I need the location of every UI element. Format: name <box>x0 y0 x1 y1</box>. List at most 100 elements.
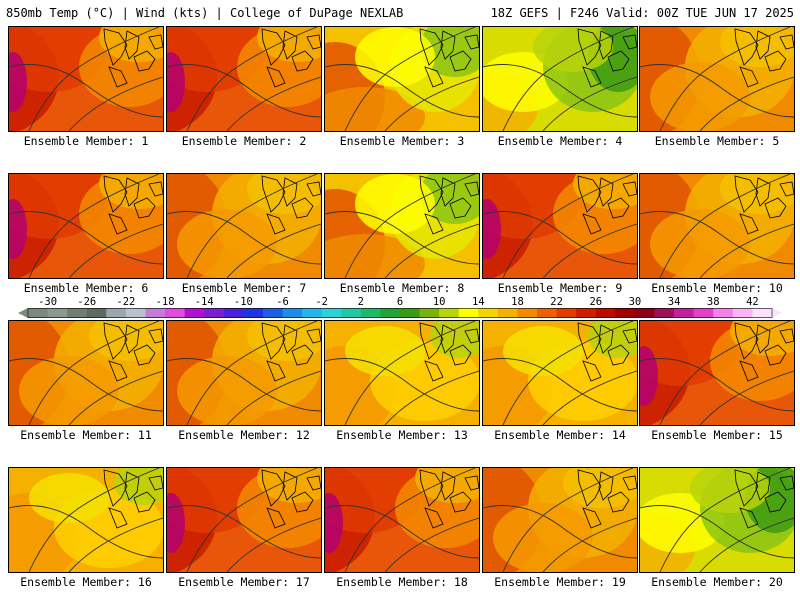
coastline <box>261 322 286 360</box>
temperature-region <box>355 27 435 87</box>
height-contour <box>542 517 637 572</box>
height-contour <box>167 64 321 118</box>
ensemble-map-panel <box>482 320 638 426</box>
coastline <box>449 491 472 513</box>
height-contour <box>28 174 160 278</box>
height-contour <box>28 27 160 131</box>
ensemble-member-label: Ensemble Member: 1 <box>23 134 149 148</box>
colorbar-tick-label: 38 <box>706 296 720 308</box>
ensemble-member-label: Ensemble Member: 17 <box>178 575 310 589</box>
temperature-map <box>325 468 479 572</box>
colorbar-swatch <box>674 308 695 318</box>
coastline <box>306 328 321 344</box>
coastline <box>577 322 602 360</box>
map-title: 850mb Temp (°C) | Wind (kts) | College o… <box>6 6 404 20</box>
height-contour <box>502 468 634 572</box>
colorbar-min-arrow <box>18 308 28 318</box>
height-contour <box>186 321 318 425</box>
ensemble-map-panel <box>639 26 795 132</box>
coastline <box>607 491 630 513</box>
ensemble-map-panel <box>8 173 164 279</box>
height-contour <box>344 321 476 425</box>
coastline <box>607 344 630 366</box>
ensemble-member-label: Ensemble Member: 12 <box>178 428 310 442</box>
ensemble-member-label: Ensemble Member: 6 <box>23 281 149 295</box>
height-contour <box>186 468 318 572</box>
temperature-region <box>9 199 27 259</box>
colorbar-swatch <box>576 308 597 318</box>
coastline <box>148 328 163 344</box>
height-contour <box>167 358 321 412</box>
height-contour <box>699 370 794 425</box>
colorbar-tick-label: 2 <box>357 296 364 308</box>
coastline <box>734 322 759 360</box>
colorbar-swatch <box>537 308 558 318</box>
height-contour <box>699 223 794 278</box>
coastline <box>764 491 787 513</box>
ensemble-map-panel <box>324 173 480 279</box>
coastline <box>148 475 163 491</box>
temperature-map <box>325 321 479 425</box>
ensemble-member-label: Ensemble Member: 13 <box>336 428 468 442</box>
coastline <box>291 344 314 366</box>
coastline <box>306 181 321 197</box>
coastline <box>734 175 759 213</box>
coastline <box>779 475 794 491</box>
colorbar-swatch <box>145 308 166 318</box>
coastline <box>464 328 479 344</box>
colorbar-tick-label: -10 <box>233 296 253 308</box>
coastline <box>291 197 314 219</box>
height-contour <box>325 64 479 118</box>
colorbar-tick-label: 22 <box>550 296 563 308</box>
temperature-region <box>177 209 277 278</box>
colorbar-swatch <box>713 308 734 318</box>
coastline <box>764 197 787 219</box>
colorbar-swatch <box>47 308 68 318</box>
height-contour <box>483 211 637 265</box>
temperature-region <box>9 52 27 112</box>
coastline <box>103 469 128 507</box>
ensemble-map-panel <box>166 320 322 426</box>
ensemble-map-panel <box>482 173 638 279</box>
colorbar-tick-label: 14 <box>471 296 485 308</box>
ensemble-member-label: Ensemble Member: 9 <box>497 281 623 295</box>
coastline <box>419 469 444 507</box>
temperature-map <box>483 174 637 278</box>
coastline <box>449 50 472 72</box>
colorbar-swatch <box>341 308 362 318</box>
ensemble-member-label: Ensemble Member: 18 <box>336 575 468 589</box>
height-contour <box>68 370 163 425</box>
temperature-region <box>533 27 613 72</box>
colorbar-swatch <box>752 308 773 318</box>
coastline <box>108 507 128 529</box>
coastline <box>607 197 630 219</box>
temperature-region <box>493 503 593 572</box>
height-contour <box>9 64 163 118</box>
temperature-region <box>19 356 119 425</box>
coastline <box>582 507 602 529</box>
colorbar-swatch <box>223 308 244 318</box>
ensemble-map-panel <box>639 320 795 426</box>
height-contour <box>384 76 479 131</box>
colorbar-outline <box>27 308 773 318</box>
coastline <box>582 66 602 88</box>
height-contour <box>68 223 163 278</box>
ensemble-map-panel <box>482 467 638 573</box>
temperature-region <box>167 52 185 112</box>
coastline <box>266 213 286 235</box>
temperature-map <box>9 321 163 425</box>
coastline <box>622 475 637 491</box>
temperature-map <box>325 174 479 278</box>
colorbar-max-arrow <box>772 308 782 318</box>
height-contour <box>344 468 476 572</box>
ensemble-map-panel <box>166 467 322 573</box>
coastline <box>739 66 759 88</box>
temperature-map <box>640 468 794 572</box>
ensemble-map-panel <box>324 467 480 573</box>
height-contour <box>68 517 163 572</box>
coastline <box>108 213 128 235</box>
ensemble-map-panel <box>639 173 795 279</box>
colorbar-swatch <box>243 308 264 318</box>
temperature-region <box>650 62 750 131</box>
colorbar-swatch <box>67 308 88 318</box>
